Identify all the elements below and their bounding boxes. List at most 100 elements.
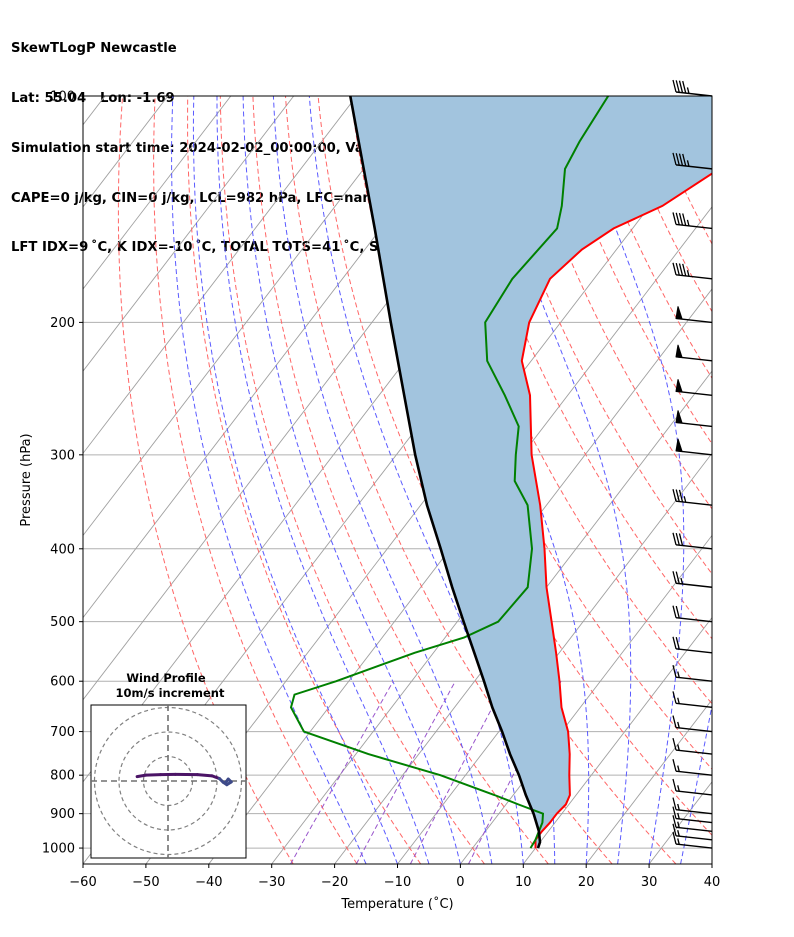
moist-adiabat-line	[171, 96, 367, 864]
profile-lines	[289, 96, 712, 849]
barb-full	[675, 80, 680, 93]
barb-full	[675, 532, 680, 546]
barb-staff	[675, 835, 713, 841]
barb-full	[672, 815, 677, 828]
wind-barb	[675, 306, 713, 324]
dry-adiabat-line	[153, 96, 358, 864]
x-tick-label: −10	[384, 875, 411, 890]
dry-adiabat-line	[774, 96, 794, 864]
y-tick-label: 600	[50, 675, 75, 690]
wind-barb	[672, 831, 713, 849]
wind-barb	[672, 806, 713, 824]
barb-full	[672, 797, 677, 810]
y-tick-label: 700	[50, 725, 75, 740]
wind-barb	[672, 636, 713, 654]
hodograph-inset: Wind Profile 10m/s increment	[90, 671, 247, 859]
dry-adiabat-line	[708, 96, 712, 104]
barb-full	[672, 489, 677, 502]
barb-staff	[675, 749, 713, 755]
barb-half	[677, 812, 680, 820]
barb-staff	[675, 223, 713, 230]
x-tick-label: −60	[69, 875, 96, 890]
barb-staff	[675, 843, 713, 849]
barb-staff	[675, 726, 713, 733]
barb-half	[677, 838, 680, 845]
barb-full	[672, 571, 677, 584]
wind-barb	[675, 344, 713, 362]
barb-full	[675, 605, 680, 619]
wind-barb	[672, 737, 713, 755]
x-tick-label: −20	[321, 875, 348, 890]
y-tick-label: 300	[50, 448, 75, 463]
barb-flag	[675, 379, 683, 393]
isotherm-line	[271, 288, 712, 864]
dry-adiabat-line	[742, 96, 794, 864]
wind-barb	[672, 691, 713, 709]
barb-half	[677, 744, 680, 751]
y-axis-label: Pressure (hPa)	[19, 433, 34, 526]
dry-adiabat-line	[219, 96, 485, 864]
mixing-ratio-line	[290, 680, 394, 864]
barb-full	[675, 262, 680, 276]
wind-barb	[672, 797, 713, 815]
barb-half	[677, 803, 680, 811]
barb-full	[672, 79, 677, 93]
barb-half	[686, 219, 690, 227]
barb-staff	[675, 808, 713, 815]
moist-adiabat-line	[711, 861, 712, 864]
x-tick-label: 40	[704, 875, 721, 890]
wind-barbs	[672, 79, 713, 849]
wind-barb	[672, 759, 713, 776]
barb-full	[672, 532, 677, 545]
barb-full	[672, 691, 677, 704]
wind-barb	[672, 212, 713, 230]
wind-barb	[672, 665, 713, 682]
barb-half	[686, 270, 690, 277]
barb-half	[677, 785, 680, 792]
parcel-line	[349, 96, 542, 849]
y-tick-label: 500	[50, 615, 75, 630]
barb-half	[677, 671, 680, 678]
barb-full	[672, 152, 677, 166]
barb-staff	[675, 770, 713, 776]
barb-full	[675, 571, 680, 584]
x-tick-label: −40	[195, 875, 222, 890]
dry-adiabat-line	[187, 96, 422, 864]
barb-full	[675, 212, 680, 225]
wind-barb	[672, 152, 713, 170]
isotherm-line	[522, 616, 712, 864]
barb-half	[677, 721, 680, 729]
barb-staff	[675, 91, 713, 97]
moist-adiabat-line	[477, 96, 632, 864]
hodograph-subtitle: 10m/s increment	[116, 686, 225, 700]
barb-flag	[675, 438, 683, 453]
dry-adiabat-line	[447, 96, 712, 640]
dry-adiabat-line	[610, 96, 712, 313]
cin-shading	[350, 96, 712, 849]
isotherm-line	[83, 96, 106, 126]
y-tick-label: 100	[50, 90, 75, 105]
isotherm-line	[83, 96, 420, 537]
barb-full	[672, 823, 677, 836]
dry-adiabat-line	[317, 96, 677, 864]
barb-full	[672, 737, 677, 751]
x-tick-label: 30	[641, 875, 658, 890]
mixing-ratio-line	[355, 680, 456, 864]
barb-half	[686, 87, 690, 94]
moist-adiabat-line	[216, 96, 430, 864]
hodograph-segment	[195, 773, 214, 778]
wind-barb	[672, 778, 713, 796]
temperature-line	[520, 172, 712, 849]
barb-full	[672, 759, 677, 772]
barb-full	[672, 636, 677, 649]
barb-full	[682, 153, 687, 167]
barb-full	[678, 153, 684, 166]
isotherm-line	[711, 863, 712, 864]
isotherm-line	[83, 96, 232, 290]
barb-full	[682, 80, 687, 94]
barb-staff	[675, 544, 713, 550]
hodograph-title: Wind Profile	[126, 671, 206, 685]
barb-staff	[675, 702, 713, 709]
dry-adiabat-line	[578, 96, 712, 379]
